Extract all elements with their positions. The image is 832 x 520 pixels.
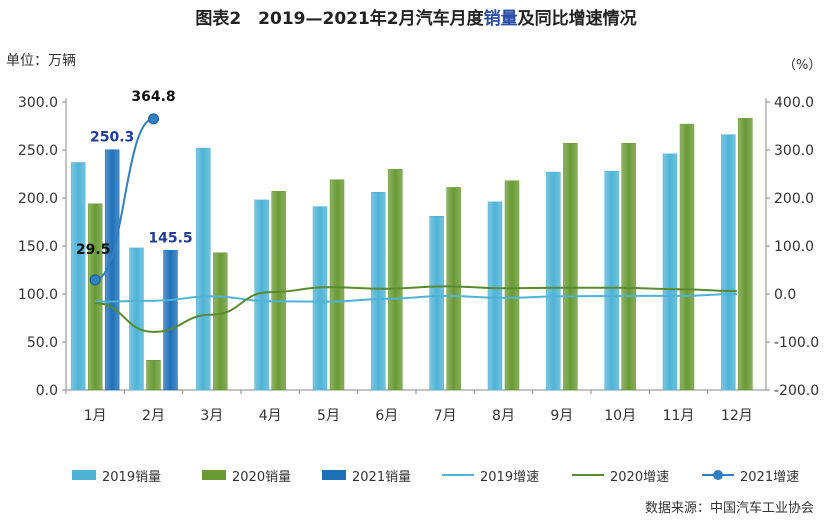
y-right-tick-label: 200.0 [774,191,814,207]
bar-2019销量-8月 [487,201,503,391]
bar-2019销量-1月 [70,162,86,391]
legend-marker-icon [713,470,723,480]
y-left-tick-label: 50.0 [27,335,58,351]
data-label-364.8: 364.8 [131,89,175,105]
legend-swatch [322,470,346,480]
y-left-tick-label: 250.0 [18,143,58,159]
bar-2019销量-2月 [129,247,144,391]
legend-label: 2020销量 [232,469,292,485]
legend-label: 2019销量 [102,469,162,485]
bar-2020销量-7月 [446,187,461,391]
y-right-tick-label: 0.0 [774,287,796,303]
bar-2019销量-7月 [429,215,444,391]
chart-title-prefix: 图表2 2019—2021年2月汽车月度 [195,9,484,29]
bar-2020销量-2月 [146,359,161,391]
x-tick-label: 6月 [375,408,398,424]
legend-label: 2021增速 [740,469,800,485]
y-axis-left-unit: 单位：万辆 [6,53,76,69]
y-right-tick-label: 400.0 [774,95,814,111]
legend-item-2020增速: 2020增速 [572,466,670,485]
y-axis-right-unit: （%） [783,58,822,73]
chart-title-highlight: 销量 [483,9,518,29]
x-tick-label: 11月 [663,408,695,424]
legend-swatch [72,470,96,480]
line-2021增速 [94,117,154,281]
x-tick-label: 12月 [721,408,753,424]
chart-title-suffix: 及同比增速情况 [517,9,637,29]
x-tick-label: 7月 [434,408,457,424]
y-left-tick-label: 300.0 [18,95,58,111]
x-tick-label: 1月 [84,408,107,424]
bar-2021销量-2月 [163,250,178,391]
bar-2019销量-5月 [312,206,328,391]
legend-item-2020销量: 2020销量 [202,466,292,485]
x-tick-label: 10月 [604,408,636,424]
x-tick-label: 3月 [200,408,223,424]
x-tick-label: 2月 [142,408,165,424]
bar-2019销量-10月 [604,170,619,391]
legend-item-2021增速: 2021增速 [702,466,800,485]
bar-2020销量-9月 [563,143,578,391]
bar-2019销量-9月 [546,171,561,391]
data-source: 数据来源：中国汽车工业协会 [644,501,814,516]
chart-title: 图表2 2019—2021年2月汽车月度销量及同比增速情况 [0,4,832,29]
bar-2019销量-6月 [371,191,386,391]
legend-item-2019销量: 2019销量 [72,466,162,485]
x-tick-label: 8月 [492,408,515,424]
bar-2019销量-11月 [662,153,678,391]
legend-item-2021销量: 2021销量 [322,466,412,485]
x-tick-label: 4月 [259,408,282,424]
bar-2019销量-12月 [721,134,736,391]
bar-2020销量-1月 [87,203,103,391]
chart-legend: 2019销量 2020销量 2021销量 2019增速 2020增速 2021增速 [72,466,799,485]
marker-2021增速-1 [148,113,159,125]
line-2020增速 [95,285,737,333]
y-right-tick-label: 300.0 [774,143,814,159]
bar-2019销量-3月 [196,147,211,391]
legend-swatch [702,470,734,480]
bar-2021销量-1月 [104,149,120,391]
y-right-tick-label: -200.0 [774,383,819,399]
x-tick-label: 9月 [550,408,573,424]
data-label-250.3: 250.3 [90,130,134,146]
bar-2020销量-3月 [213,252,228,391]
bar-2020销量-12月 [738,118,753,391]
y-left-tick-label: 0.0 [36,383,58,399]
legend-swatch [202,470,226,480]
marker-2021增速-0 [89,274,101,286]
bar-2020销量-5月 [329,179,345,391]
bar-2020销量-11月 [679,123,695,391]
legend-label: 2020增速 [610,469,670,485]
y-right-tick-label: 100.0 [774,239,814,255]
y-left-tick-label: 100.0 [18,287,58,303]
bar-2020销量-6月 [388,168,403,391]
legend-label: 2021销量 [352,469,412,485]
data-label-29.5: 29.5 [76,242,111,258]
bar-2020销量-8月 [504,180,520,391]
legend-label: 2019增速 [480,469,540,485]
y-left-tick-label: 150.0 [18,239,58,255]
line-2019增速 [95,293,737,303]
data-label-145.5: 145.5 [148,230,192,246]
x-tick-label: 5月 [317,408,340,424]
y-right-tick-label: -100.0 [774,335,819,351]
legend-swatch [572,474,604,476]
y-left-tick-label: 200.0 [18,191,58,207]
legend-swatch [442,474,474,476]
legend-item-2019增速: 2019增速 [442,466,540,485]
bar-2020销量-10月 [621,143,636,391]
